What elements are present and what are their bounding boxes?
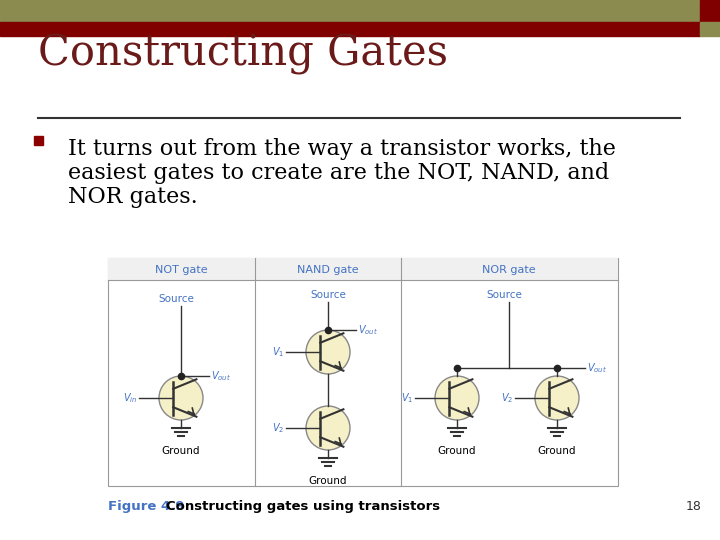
Circle shape — [159, 376, 203, 420]
Text: NAND gate: NAND gate — [297, 265, 359, 275]
Text: $V_1$: $V_1$ — [401, 391, 413, 405]
Text: $V_{out}$: $V_{out}$ — [358, 323, 378, 337]
Text: Ground: Ground — [309, 476, 347, 486]
Bar — [0, 0, 700, 22]
Text: $V_{out}$: $V_{out}$ — [587, 361, 607, 375]
Circle shape — [535, 376, 579, 420]
Text: Ground: Ground — [538, 446, 576, 456]
Text: $V_{in}$: $V_{in}$ — [122, 391, 137, 405]
Text: It turns out from the way a transistor works, the: It turns out from the way a transistor w… — [68, 138, 616, 160]
Text: NOT gate: NOT gate — [155, 265, 207, 275]
Text: Ground: Ground — [438, 446, 476, 456]
Bar — [700, 0, 720, 22]
Text: Source: Source — [310, 290, 346, 300]
Bar — [700, 22, 720, 36]
Text: Source: Source — [158, 294, 194, 304]
Text: Ground: Ground — [162, 446, 200, 456]
Text: $V_2$: $V_2$ — [271, 421, 284, 435]
Text: 18: 18 — [686, 500, 702, 513]
Text: Figure 4.9: Figure 4.9 — [108, 500, 184, 513]
Circle shape — [435, 376, 479, 420]
Bar — [0, 22, 700, 36]
Text: Constructing gates using transistors: Constructing gates using transistors — [166, 500, 440, 513]
Bar — [108, 258, 618, 280]
Text: easiest gates to create are the NOT, NAND, and: easiest gates to create are the NOT, NAN… — [68, 162, 609, 184]
Text: Source: Source — [486, 290, 522, 300]
Text: $V_1$: $V_1$ — [271, 345, 284, 359]
Circle shape — [306, 330, 350, 374]
Text: $V_{out}$: $V_{out}$ — [211, 369, 231, 383]
Text: NOR gate: NOR gate — [482, 265, 536, 275]
Text: Constructing Gates: Constructing Gates — [38, 33, 448, 75]
Circle shape — [306, 406, 350, 450]
Text: NOR gates.: NOR gates. — [68, 186, 198, 208]
Bar — [108, 258, 618, 486]
Text: $V_2$: $V_2$ — [501, 391, 513, 405]
Bar — [34, 136, 42, 145]
